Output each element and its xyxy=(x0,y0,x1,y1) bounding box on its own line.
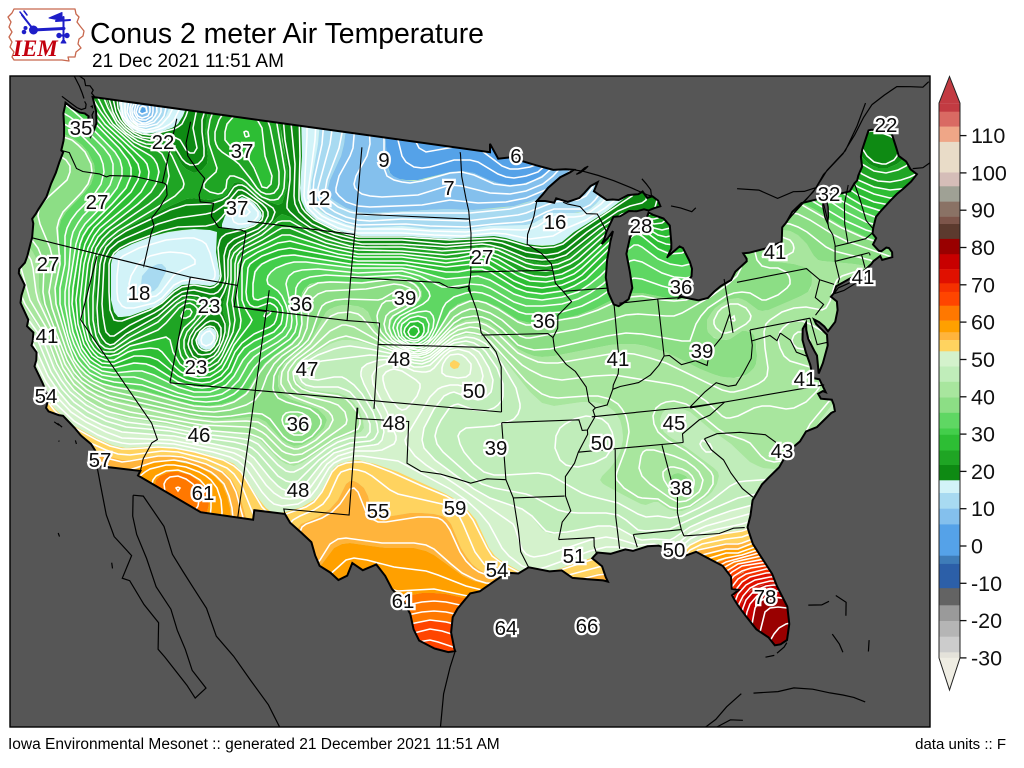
svg-text:48: 48 xyxy=(388,348,411,371)
svg-text:47: 47 xyxy=(296,358,319,381)
svg-text:30: 30 xyxy=(971,423,995,447)
svg-text:70: 70 xyxy=(971,273,995,297)
svg-text:6: 6 xyxy=(510,145,521,168)
svg-text:32: 32 xyxy=(818,183,841,206)
svg-text:22: 22 xyxy=(152,131,175,154)
svg-text:41: 41 xyxy=(764,241,787,264)
svg-text:61: 61 xyxy=(392,590,415,613)
svg-text:90: 90 xyxy=(971,199,995,223)
svg-text:20: 20 xyxy=(971,460,995,484)
svg-text:16: 16 xyxy=(544,211,567,234)
svg-text:41: 41 xyxy=(794,368,817,391)
svg-text:110: 110 xyxy=(971,124,1005,148)
svg-text:IEM: IEM xyxy=(12,36,59,61)
svg-text:41: 41 xyxy=(36,325,59,348)
svg-text:27: 27 xyxy=(37,253,60,276)
svg-text:28: 28 xyxy=(630,215,653,238)
svg-text:39: 39 xyxy=(691,340,714,363)
svg-text:27: 27 xyxy=(471,246,494,269)
svg-text:37: 37 xyxy=(226,197,249,220)
svg-text:9: 9 xyxy=(378,149,389,172)
svg-text:50: 50 xyxy=(663,539,686,562)
svg-text:43: 43 xyxy=(771,440,794,463)
svg-text:21 Dec 2021 11:51 AM: 21 Dec 2021 11:51 AM xyxy=(92,51,284,72)
svg-text:54: 54 xyxy=(486,559,509,582)
svg-text:48: 48 xyxy=(383,412,406,435)
svg-text:60: 60 xyxy=(971,311,995,335)
svg-text:10: 10 xyxy=(971,497,995,521)
svg-text:39: 39 xyxy=(394,287,417,310)
svg-text:48: 48 xyxy=(287,479,310,502)
svg-text:78: 78 xyxy=(754,586,777,609)
svg-text:51: 51 xyxy=(563,545,586,568)
svg-text:36: 36 xyxy=(287,413,310,436)
svg-text:7: 7 xyxy=(443,177,454,200)
svg-text:36: 36 xyxy=(670,276,693,299)
svg-text:0: 0 xyxy=(971,535,983,559)
svg-text:61: 61 xyxy=(192,482,215,505)
svg-text:23: 23 xyxy=(198,295,221,318)
svg-text:50: 50 xyxy=(463,380,486,403)
svg-text:46: 46 xyxy=(188,424,211,447)
svg-text:39: 39 xyxy=(485,437,508,460)
svg-text:66: 66 xyxy=(576,615,599,638)
svg-text:64: 64 xyxy=(495,617,518,640)
svg-text:57: 57 xyxy=(89,449,112,472)
svg-text:-10: -10 xyxy=(971,572,1002,596)
svg-text:18: 18 xyxy=(128,282,151,305)
svg-text:27: 27 xyxy=(86,191,109,214)
svg-text:54: 54 xyxy=(35,385,58,408)
svg-text:data units :: F: data units :: F xyxy=(915,736,1006,753)
svg-text:36: 36 xyxy=(533,310,556,333)
svg-text:59: 59 xyxy=(444,497,467,520)
svg-text:100: 100 xyxy=(971,161,1007,185)
svg-text:45: 45 xyxy=(663,412,686,435)
svg-text:-20: -20 xyxy=(971,609,1002,633)
svg-text:40: 40 xyxy=(971,385,995,409)
svg-text:50: 50 xyxy=(591,432,614,455)
svg-text:41: 41 xyxy=(607,348,630,371)
svg-text:41: 41 xyxy=(852,266,875,289)
svg-text:80: 80 xyxy=(971,236,995,260)
svg-text:23: 23 xyxy=(185,356,208,379)
svg-text:38: 38 xyxy=(670,477,693,500)
svg-text:55: 55 xyxy=(367,500,390,523)
svg-text:-30: -30 xyxy=(971,646,1002,670)
svg-text:50: 50 xyxy=(971,348,995,372)
svg-text:35: 35 xyxy=(70,117,93,140)
svg-text:Iowa Environmental Mesonet ::: Iowa Environmental Mesonet :: generated … xyxy=(8,736,500,753)
svg-text:22: 22 xyxy=(875,114,898,137)
svg-text:37: 37 xyxy=(231,140,254,163)
svg-text:12: 12 xyxy=(308,187,331,210)
svg-text:Conus 2 meter Air Temperature: Conus 2 meter Air Temperature xyxy=(90,18,484,50)
svg-text:36: 36 xyxy=(290,293,313,316)
